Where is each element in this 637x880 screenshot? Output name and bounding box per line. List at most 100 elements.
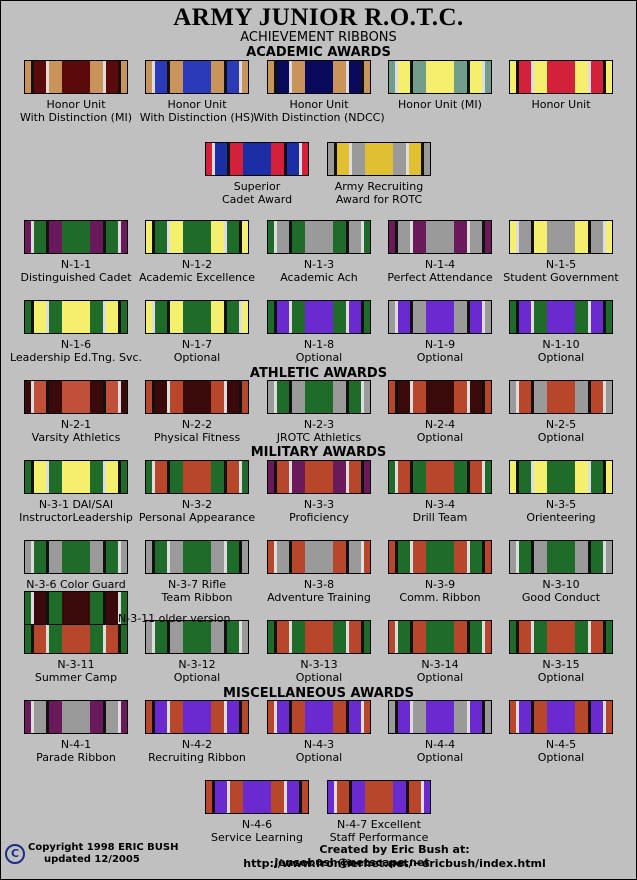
ribbon-stripe	[449, 461, 454, 493]
ribbon-stripe	[570, 461, 575, 493]
ribbon-stripe	[394, 621, 398, 653]
ribbon-stripe	[309, 221, 329, 253]
ribbon-stripe	[121, 592, 127, 624]
ribbon-caption: N-3-8 Adventure Training	[244, 578, 394, 604]
ribbon-stripe	[346, 621, 350, 653]
ribbon-stripe	[389, 621, 395, 653]
ribbon-stripe	[154, 541, 167, 573]
ribbon-stripe	[515, 61, 519, 93]
ribbon-stripe	[346, 61, 350, 93]
ribbon-caption: N-4-6 Service Learning	[182, 818, 332, 844]
ribbon-n-1-2	[145, 220, 249, 254]
ribbon-stripe	[453, 301, 468, 333]
ribbon-stripe	[430, 301, 450, 333]
ribbon-stripe	[268, 61, 274, 93]
ribbon-caption: N-1-5 Student Government	[486, 258, 636, 284]
ribbon-stripe	[591, 461, 604, 493]
ribbon-stripe	[574, 541, 589, 573]
ribbon-caption: N-3-12 Optional	[122, 658, 272, 684]
ribbon-stripe	[547, 61, 552, 93]
ribbon-stripe	[166, 461, 170, 493]
ribbon-stripe	[169, 701, 184, 733]
ribbon-stripe	[547, 701, 552, 733]
ribbon-stripe	[299, 781, 303, 813]
ribbon-stripe	[515, 621, 519, 653]
ribbon-stripe	[227, 461, 240, 493]
ribbon-stripe	[206, 701, 211, 733]
ribbon-stripe	[89, 381, 104, 413]
ribbon-stripe	[426, 221, 431, 253]
ribbon-caption-line-2: Parade Ribbon	[36, 751, 116, 764]
ribbon-stripe	[332, 541, 347, 573]
ribbon-stripe	[206, 61, 211, 93]
ribbon-stripe	[224, 541, 228, 573]
ribbon-stripe	[336, 781, 349, 813]
ribbon-caption: N-1-9 Optional	[365, 338, 515, 364]
ribbon-stripe	[547, 381, 552, 413]
ribbon-stripe	[397, 301, 410, 333]
ribbon-stripe	[45, 701, 49, 733]
ribbon-stripe	[227, 61, 240, 93]
ribbon-stripe	[606, 541, 612, 573]
ribbon-stripe	[349, 461, 362, 493]
ribbon-stripe	[276, 541, 289, 573]
ribbon-stripe	[154, 701, 167, 733]
ribbon-caption: Honor Unit With Distinction (NDCC)	[244, 98, 394, 124]
ribbon-stripe	[449, 61, 454, 93]
ribbon-caption: N-2-2 Physical Fitness	[122, 418, 272, 444]
ribbon-caption: N-3-3 Proficiency	[244, 498, 394, 524]
ribbon-stripe	[603, 621, 607, 653]
ribbon-n-1-6	[24, 300, 128, 334]
ribbon-stripe	[62, 301, 67, 333]
ribbon-n-3-3	[267, 460, 371, 494]
ribbon-stripe	[166, 621, 170, 653]
ribbon-n-3-1-dai-sai	[24, 460, 128, 494]
ribbon-stripe	[364, 701, 370, 733]
ribbon-caption: N-2-1 Varsity Athletics	[1, 418, 151, 444]
ribbon-honor-unit	[509, 60, 613, 94]
ribbon-stripe	[485, 541, 491, 573]
ribbon-stripe	[397, 381, 410, 413]
ribbon-n-1-4	[388, 220, 492, 254]
ribbon-stripe	[30, 461, 34, 493]
ribbon-stripe	[588, 461, 592, 493]
ribbon-n-3-8	[267, 540, 371, 574]
ribbon-stripe	[397, 61, 410, 93]
ribbon-caption-line-2: With Distinction (NDCC)	[253, 111, 385, 124]
ribbon-stripe	[412, 621, 427, 653]
ribbon-stripe	[533, 461, 548, 493]
ribbon-stripe	[242, 461, 248, 493]
ribbon-stripe	[530, 541, 534, 573]
ribbon-stripe	[430, 701, 450, 733]
ribbon-stripe	[166, 541, 170, 573]
ribbon-stripe	[103, 381, 107, 413]
created-by-link[interactable]: Created by Eric Bush at: http://www.fron…	[243, 843, 546, 870]
ribbon-stripe	[45, 381, 49, 413]
ribbon-stripe	[273, 61, 277, 93]
ribbon-stripe	[45, 461, 49, 493]
ribbon-stripe	[332, 221, 347, 253]
ribbon-stripe	[30, 621, 34, 653]
ribbon-stripe	[89, 61, 104, 93]
ribbon-stripe	[62, 381, 67, 413]
ribbon-caption: Superior Cadet Award	[182, 180, 332, 206]
ribbon-stripe	[591, 621, 604, 653]
ribbon-stripe	[389, 301, 395, 333]
email-link[interactable]: jensebush@netscape.net	[274, 856, 430, 869]
ribbon-caption-line-1: N-2-1	[60, 418, 92, 431]
ribbon-caption-line-1: N-3-12	[178, 658, 216, 671]
ribbon-n-1-5	[509, 220, 613, 254]
ribbon-stripe	[154, 381, 167, 413]
ribbon-stripe	[409, 781, 422, 813]
ribbon-stripe	[467, 381, 471, 413]
ribbon-stripe	[299, 143, 303, 175]
ribbon-stripe	[392, 143, 407, 175]
copyright-line-1: Copyright 1998 ERIC BUSH	[28, 842, 179, 853]
ribbon-stripe	[332, 381, 347, 413]
ribbon-caption-line-1: N-2-3	[303, 418, 335, 431]
ribbon-stripe	[210, 301, 225, 333]
ribbon-stripe	[349, 541, 362, 573]
ribbon-stripe	[361, 381, 365, 413]
ribbon-stripe	[533, 61, 548, 93]
ribbon-stripe	[288, 621, 292, 653]
